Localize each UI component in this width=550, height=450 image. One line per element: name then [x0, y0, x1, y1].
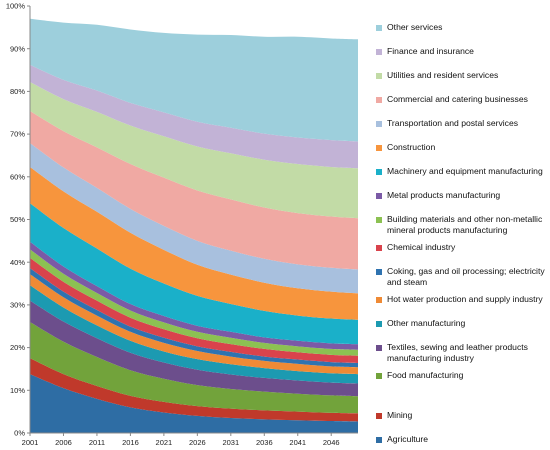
area-construction — [30, 166, 358, 320]
area-layers — [30, 18, 358, 433]
legend-label: Transportation and postal services — [387, 118, 519, 128]
legend-swatch — [376, 192, 382, 199]
legend-item: Food manufacturing — [376, 370, 548, 381]
legend-label: Food manufacturing — [387, 370, 464, 380]
legend-label: Other services — [387, 22, 443, 32]
x-axis-ticks: 2001 2006 2011 2016 2021 2026 2031 2036 2041 2046 — [22, 433, 340, 447]
legend-item: Construction — [376, 142, 548, 153]
legend-label: Finance and insurance — [387, 46, 474, 56]
y-tick-label: 20% — [10, 343, 25, 352]
legend-label: Chemical industry — [387, 242, 456, 252]
legend-label: Mining — [387, 410, 413, 420]
x-tick-label: 2006 — [55, 438, 72, 447]
x-tick-label: 2041 — [289, 438, 306, 447]
y-tick-label: 70% — [10, 130, 25, 139]
y-tick-label: 40% — [10, 258, 25, 267]
legend-item: Chemical industry — [376, 242, 548, 253]
area-utilities-and-resident-services — [30, 82, 358, 219]
area-other-manufacturing — [30, 285, 358, 384]
legend-swatch — [376, 344, 382, 351]
x-tick-label: 2031 — [222, 438, 239, 447]
x-tick-label: 2046 — [323, 438, 340, 447]
legend-item: Agriculture — [376, 434, 548, 445]
legend-label: Agriculture — [387, 434, 429, 444]
legend-label: Building materials and other non-metalli… — [387, 214, 543, 235]
area-agriculture — [30, 374, 358, 433]
x-tick-label: 2026 — [189, 438, 206, 447]
y-tick-label: 90% — [10, 44, 25, 53]
y-tick-label: 80% — [10, 87, 25, 96]
legend-label: Utilities and resident services — [387, 70, 499, 80]
legend-item: Coking, gas and oil processing; electric… — [376, 266, 548, 288]
area-food-manufacturing — [30, 321, 358, 414]
legend-swatch — [376, 48, 382, 55]
area-commercial-and-catering-businesses — [30, 111, 358, 270]
area-machinery-and-equipment-manufacturing — [30, 203, 358, 345]
legend-label: Commercial and catering businesses — [387, 94, 528, 104]
legend-swatch — [376, 216, 382, 223]
legend-label: Metal products manufacturing — [387, 190, 501, 200]
area-other-services — [30, 18, 358, 142]
legend-label: Textiles, sewing and leather products ma… — [387, 342, 528, 363]
x-tick-label: 2021 — [156, 438, 173, 447]
y-tick-label: 10% — [10, 386, 25, 395]
legend-swatch — [376, 96, 382, 103]
y-axis-ticks: 0% 10% 20% 30% 40% 50% 60% 70% 80% 90% 100% — [6, 2, 30, 438]
legend-swatch — [376, 168, 382, 175]
legend-item: Utilities and resident services — [376, 70, 548, 81]
x-tick-label: 2036 — [256, 438, 273, 447]
legend-swatch — [376, 268, 382, 275]
legend-item: Building materials and other non-metalli… — [376, 214, 548, 236]
legend-swatch — [376, 72, 382, 79]
area-hot-water-production-and-supply-industry — [30, 274, 358, 375]
legend-label: Coking, gas and oil processing; electric… — [387, 266, 545, 287]
legend-item: Textiles, sewing and leather products ma… — [376, 342, 548, 364]
legend-item: Mining — [376, 410, 548, 421]
legend-item: Metal products manufacturing — [376, 190, 548, 201]
area-mining — [30, 358, 358, 422]
legend-swatch — [376, 244, 382, 251]
legend-swatch — [376, 412, 382, 419]
y-tick-label: 50% — [10, 215, 25, 224]
legend-item: Machinery and equipment manufacturing — [376, 166, 548, 177]
y-tick-label: 60% — [10, 172, 25, 181]
legend-swatch — [376, 436, 382, 443]
area-building-materials-and-other-non-metallic-mineral-products-manufacturing — [30, 249, 358, 356]
legend-swatch — [376, 320, 382, 327]
area-coking-gas-and-oil-processing-electricity-and-steam — [30, 268, 358, 368]
legend-item: Commercial and catering businesses — [376, 94, 548, 105]
legend-swatch — [376, 372, 382, 379]
legend-label: Machinery and equipment manufacturing — [387, 166, 543, 176]
area-finance-and-insurance — [30, 64, 358, 169]
legend-label: Other manufacturing — [387, 318, 466, 328]
legend-swatch — [376, 144, 382, 151]
area-chemical-industry — [30, 257, 358, 363]
y-tick-label: 0% — [14, 429, 25, 438]
area-transportation-and-postal-services — [30, 143, 358, 294]
legend-item: Hot water production and supply industry — [376, 294, 548, 305]
legend-swatch — [376, 24, 382, 31]
legend-label: Construction — [387, 142, 436, 152]
area-metal-products-manufacturing — [30, 241, 358, 350]
x-tick-label: 2016 — [122, 438, 139, 447]
x-tick-label: 2001 — [22, 438, 39, 447]
y-tick-label: 30% — [10, 301, 25, 310]
legend-swatch — [376, 120, 382, 127]
y-tick-label: 100% — [6, 2, 26, 11]
legend-label: Hot water production and supply industry — [387, 294, 543, 304]
legend-item: Other services — [376, 22, 548, 33]
legend-item: Transportation and postal services — [376, 118, 548, 129]
x-tick-label: 2011 — [89, 438, 105, 447]
area-textiles-sewing-and-leather-products-manufacturing-industry — [30, 300, 358, 397]
legend-item: Other manufacturing — [376, 318, 548, 329]
legend-swatch — [376, 296, 382, 303]
legend-item: Finance and insurance — [376, 46, 548, 57]
